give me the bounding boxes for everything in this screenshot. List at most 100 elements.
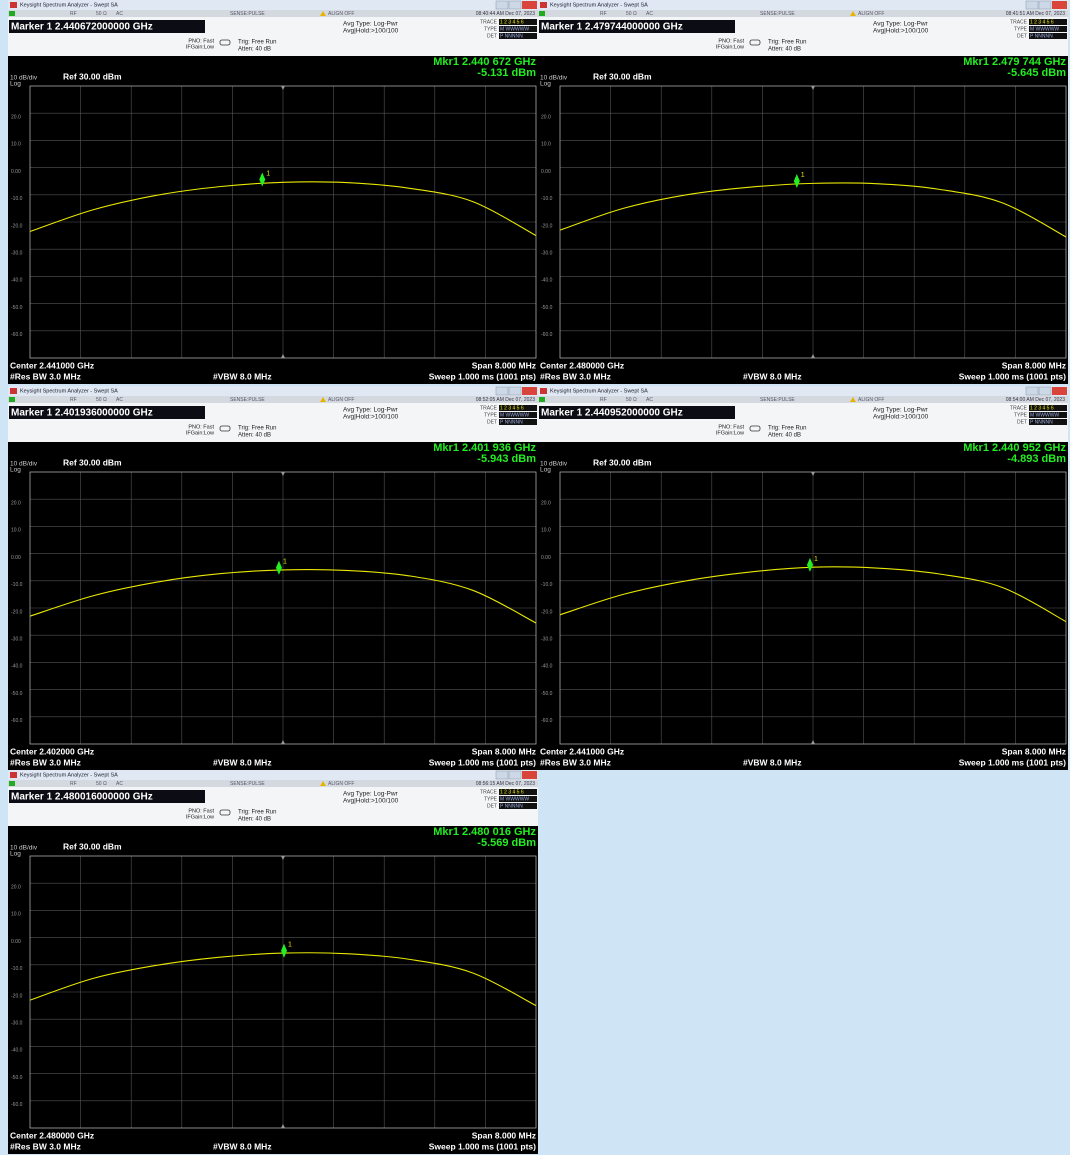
y-tick-label: -50.0: [11, 1075, 23, 1081]
marker-diamond: [793, 173, 800, 188]
resolution-bandwidth: #Res BW 3.0 MHz: [540, 371, 611, 381]
y-tick-label: -60.0: [541, 718, 553, 724]
avg-type: Avg Type: Log-Pwr: [343, 407, 399, 414]
frequency-span: Span 8.000 MHz: [472, 360, 536, 370]
sweep-setting: Sweep 1.000 ms (1001 pts): [429, 371, 536, 381]
sweep-setting: Sweep 1.000 ms (1001 pts): [429, 757, 536, 767]
avg-type: Avg Type: Log-Pwr: [343, 21, 399, 28]
close-button[interactable]: [522, 1, 537, 9]
y-tick-label: -10.0: [11, 196, 23, 202]
status-ohm: 50 Ω: [96, 11, 107, 17]
trace-table-cell: [499, 405, 537, 411]
status-ac: AC: [116, 11, 123, 17]
trace-line: [30, 181, 536, 237]
y-tick-label: 20.0: [11, 115, 21, 121]
maximize-button[interactable]: [1038, 0, 1052, 10]
status-rf: RF: [70, 781, 77, 787]
reference-level: Ref 30.00 dBm: [63, 457, 122, 467]
display-area: [8, 56, 538, 384]
minimize-button[interactable]: [1025, 0, 1039, 10]
frequency-span: Span 8.000 MHz: [1002, 746, 1066, 756]
trace-table-cell: [1029, 419, 1067, 425]
center-indicator-top: [811, 472, 815, 476]
y-tick-label: -40.0: [11, 278, 23, 284]
close-button[interactable]: [1052, 1, 1067, 9]
y-tick-label: -10.0: [11, 966, 23, 972]
trace-table-label: DET: [1017, 419, 1027, 425]
status-ac: AC: [116, 781, 123, 787]
y-tick-label: 0.00: [541, 169, 551, 175]
video-bandwidth: #VBW 8.0 MHz: [213, 371, 272, 381]
scale-per-div: 10 dB/div: [540, 461, 568, 468]
status-indicator: [9, 397, 15, 402]
y-tick-label: -20.0: [11, 609, 23, 615]
warning-icon: [320, 781, 326, 786]
pno-setting: PNO: Fast: [718, 424, 744, 430]
atten-setting: Atten: 40 dB: [238, 47, 271, 53]
marker-frequency: Mkr1 2.440 672 GHz: [433, 56, 536, 68]
trace-table-value: M WWWWW: [1030, 412, 1059, 418]
close-button[interactable]: [522, 771, 537, 779]
app-icon: [10, 2, 17, 8]
maximize-button[interactable]: [508, 0, 522, 10]
reference-level: Ref 30.00 dBm: [593, 457, 652, 467]
scale-type: Log: [10, 467, 21, 474]
y-tick-label: 10.0: [541, 528, 551, 534]
trace-table-label: TRACE: [480, 19, 498, 25]
minimize-button[interactable]: [495, 0, 509, 10]
trace-table-label: TYPE: [1014, 26, 1028, 32]
y-tick-label: -10.0: [11, 582, 23, 588]
reference-level: Ref 30.00 dBm: [63, 71, 122, 81]
marker-diamond: [281, 943, 288, 958]
trace-table-cell: [1029, 19, 1067, 25]
marker-readout-box: [9, 790, 205, 803]
atten-setting: Atten: 40 dB: [238, 817, 271, 823]
close-button[interactable]: [522, 387, 537, 395]
minimize-button[interactable]: [495, 770, 509, 780]
y-tick-label: 20.0: [541, 501, 551, 507]
y-tick-label: -20.0: [11, 223, 23, 229]
marker-readout: Marker 1 2.480016000000 GHz: [11, 792, 153, 803]
marker-frequency: Mkr1 2.440 952 GHz: [963, 442, 1066, 454]
y-tick-label: -30.0: [541, 637, 553, 643]
y-tick-label: -20.0: [541, 609, 553, 615]
trace-table-label: TYPE: [484, 26, 498, 32]
avg-hold: Avg|Hold:>100/100: [343, 414, 399, 421]
trace-table-value: M WWWWW: [500, 412, 529, 418]
trace-table-value: M WWWWW: [500, 796, 529, 802]
avg-hold: Avg|Hold:>100/100: [343, 798, 399, 805]
center-frequency: Center 2.441000 GHz: [10, 360, 94, 370]
marker-readout: Marker 1 2.479744000000 GHz: [541, 22, 683, 33]
center-indicator-top: [281, 86, 285, 90]
ifgain-setting: IFGain:Low: [186, 430, 214, 436]
marker-number: 1: [814, 556, 818, 563]
maximize-button[interactable]: [508, 386, 522, 396]
y-tick-label: -50.0: [541, 691, 553, 697]
status-time: 08:54:00 AM Dec 07, 2023: [1006, 397, 1065, 403]
resolution-bandwidth: #Res BW 3.0 MHz: [10, 371, 81, 381]
center-indicator-bottom: [811, 740, 815, 744]
status-sense: SENSE:PULSE: [230, 397, 265, 403]
ifgain-setting: IFGain:Low: [186, 814, 214, 820]
trace-table-cell: [499, 803, 537, 809]
maximize-button[interactable]: [1038, 386, 1052, 396]
y-tick-label: 0.00: [11, 939, 21, 945]
minimize-button[interactable]: [1025, 386, 1039, 396]
trace-table-value: 1 2 3 4 5 6: [500, 405, 524, 411]
status-ac: AC: [646, 397, 653, 403]
maximize-button[interactable]: [508, 770, 522, 780]
app-icon: [540, 388, 547, 394]
trigger-icon: [749, 425, 761, 432]
y-tick-label: -60.0: [541, 332, 553, 338]
trace-table-value: P NNNNN: [1030, 33, 1053, 39]
status-indicator: [539, 397, 545, 402]
pno-setting: PNO: Fast: [188, 424, 214, 430]
scale-per-div: 10 dB/div: [10, 461, 38, 468]
trace-table-cell: [499, 26, 537, 32]
trace-table-cell: [1029, 33, 1067, 39]
trigger-setting: Trig: Free Run: [238, 810, 276, 816]
close-button[interactable]: [1052, 387, 1067, 395]
minimize-button[interactable]: [495, 386, 509, 396]
scale-type: Log: [10, 81, 21, 88]
trigger-icon: [749, 39, 761, 46]
